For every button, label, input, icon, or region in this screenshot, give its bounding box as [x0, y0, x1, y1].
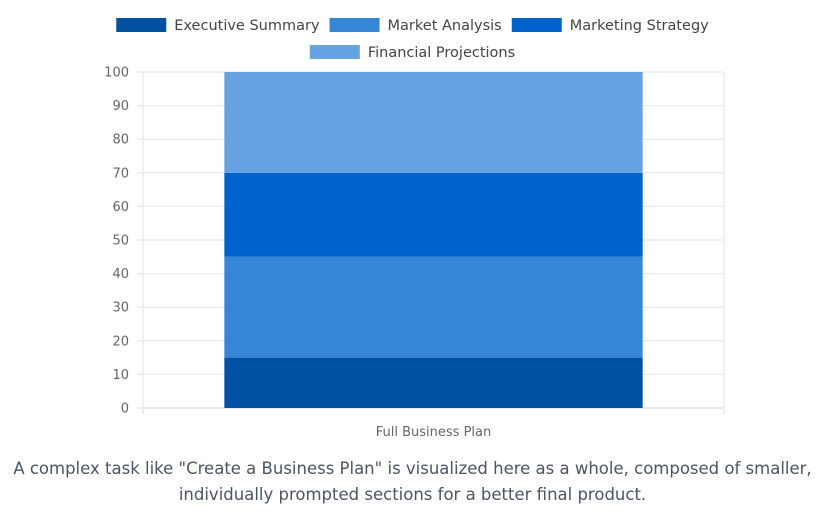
- y-tick-label-0: 0: [121, 402, 129, 417]
- y-tick-label-90: 90: [112, 99, 129, 114]
- y-tick-label-60: 60: [112, 200, 129, 215]
- bar-segment-market-analysis: [224, 256, 643, 358]
- y-tick-label-40: 40: [112, 267, 129, 282]
- stacked-bar-chart: Executive Summary Market Analysis Marketin…: [104, 18, 725, 440]
- legend-label-executive-summary: Executive Summary: [174, 18, 320, 34]
- y-tick-label-20: 20: [112, 334, 129, 349]
- legend-swatch-executive-summary: [116, 18, 167, 32]
- chart-caption: A complex task like "Create a Business P…: [0, 456, 825, 508]
- y-tick-label-50: 50: [112, 234, 129, 249]
- legend: Executive Summary Market Analysis Marketin…: [116, 18, 709, 61]
- legend-swatch-marketing-strategy: [511, 18, 562, 32]
- bars: [224, 72, 643, 408]
- legend-swatch-financial-projections: [309, 45, 360, 59]
- y-tick-label-100: 100: [104, 66, 129, 81]
- caption-line-1: A complex task like "Create a Business P…: [13, 459, 812, 478]
- caption-line-2: individually prompted sections for a bet…: [178, 485, 647, 504]
- y-tick-label-80: 80: [112, 133, 129, 148]
- y-tick-label-70: 70: [112, 166, 129, 181]
- y-tick-label-10: 10: [112, 368, 129, 383]
- legend-label-financial-projections: Financial Projections: [368, 45, 515, 61]
- x-axis: Full Business Plan: [376, 425, 491, 440]
- y-axis: 0 10 20 30 40 50 60 70 80 90 100: [104, 66, 143, 417]
- bar-segment-financial-projections: [224, 72, 643, 173]
- x-tick-label: Full Business Plan: [376, 425, 491, 440]
- bar-segment-marketing-strategy: [224, 172, 643, 257]
- bar-segment-executive-summary: [224, 357, 643, 408]
- legend-label-market-analysis: Market Analysis: [388, 18, 502, 34]
- y-tick-label-30: 30: [112, 301, 129, 316]
- legend-label-marketing-strategy: Marketing Strategy: [570, 18, 709, 34]
- legend-swatch-market-analysis: [329, 18, 380, 32]
